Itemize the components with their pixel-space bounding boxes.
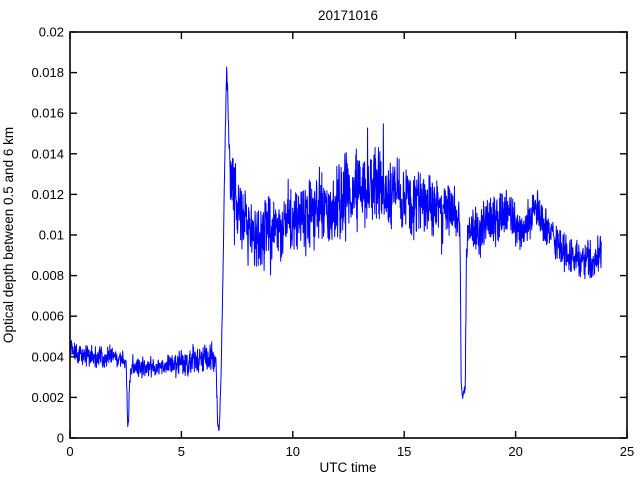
y-tick-label: 0.002: [31, 390, 64, 405]
plot-area: 0 5 10 15 20 25 0 0.002 0.004 0.006 0.008 0.01 0.012…: [31, 25, 634, 460]
y-tick-label: 0.018: [31, 65, 64, 80]
x-tick-label: 20: [508, 444, 522, 459]
y-tick-label: 0.004: [31, 349, 64, 364]
y-tick-label: 0.016: [31, 106, 64, 121]
x-tick-label: 25: [620, 444, 634, 459]
y-axis-label: Optical depth between 0.5 and 6 km: [1, 127, 16, 343]
y-tick-label: 0.01: [39, 228, 64, 243]
y-tick-label: 0.012: [31, 187, 64, 202]
x-tick-label: 10: [286, 444, 300, 459]
x-tick-label: 15: [397, 444, 411, 459]
chart-title: 20171016: [318, 8, 378, 23]
x-tick-label: 0: [66, 444, 73, 459]
x-tick-label: 5: [178, 444, 185, 459]
y-tick-label: 0: [57, 431, 64, 446]
y-tick-label: 0.008: [31, 268, 64, 283]
y-tick-label: 0.014: [31, 146, 64, 161]
data-line: [69, 66, 602, 432]
x-axis-label: UTC time: [320, 460, 377, 475]
y-tick-label: 0.02: [39, 25, 64, 40]
y-tick-label: 0.006: [31, 309, 64, 324]
